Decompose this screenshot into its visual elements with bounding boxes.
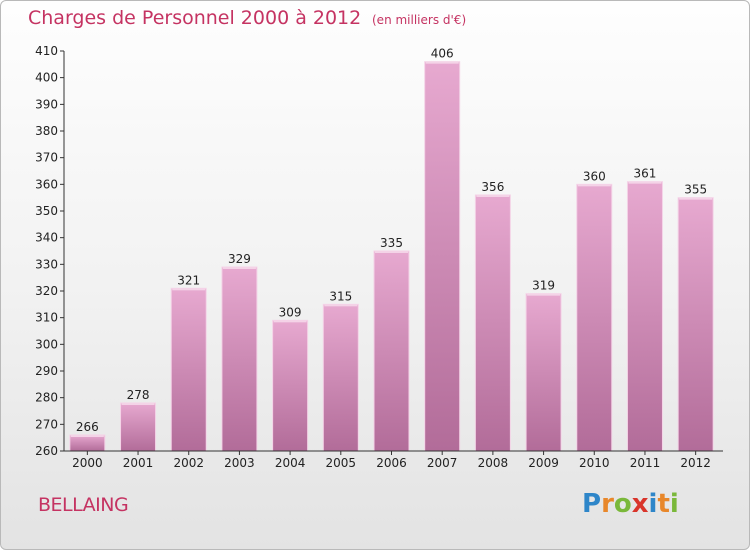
logo-letter: i xyxy=(648,489,658,519)
bar-highlight xyxy=(679,197,713,200)
x-tick-label: 2005 xyxy=(326,456,357,470)
bar-value-label: 361 xyxy=(634,167,657,181)
bar-2008 xyxy=(474,194,511,452)
y-tick-label: 290 xyxy=(35,364,58,378)
bar-2007 xyxy=(424,61,461,452)
y-tick-label: 330 xyxy=(35,257,58,271)
x-tick-label: 2002 xyxy=(173,456,204,470)
bar-value-label: 356 xyxy=(481,180,504,194)
bar-highlight xyxy=(425,61,459,64)
y-tick-label: 340 xyxy=(35,231,58,245)
proxiti-logo: Proxiti xyxy=(582,489,679,519)
y-tick-label: 350 xyxy=(35,204,58,218)
bar-2002 xyxy=(170,287,207,452)
bar-2003 xyxy=(221,266,258,452)
bar-highlight xyxy=(628,181,662,184)
bars: 266 278 321 329 309 315 335 406 356 319 360 361 355 xyxy=(69,47,714,452)
chart-title: Charges de Personnel 2000 à 2012 xyxy=(28,7,362,29)
logo-letter: o xyxy=(613,489,632,519)
y-tick-label: 360 xyxy=(35,177,58,191)
bar-highlight xyxy=(222,267,256,269)
x-tick-label: 2008 xyxy=(478,456,509,470)
logo-letter: i xyxy=(669,489,679,519)
x-tick-label: 2004 xyxy=(275,456,306,470)
x-tick-label: 2011 xyxy=(630,456,661,470)
x-tick-label: 2012 xyxy=(680,456,711,470)
logo-letter: x xyxy=(631,489,649,519)
y-tick-label: 390 xyxy=(35,97,58,111)
bar-highlight xyxy=(70,435,104,437)
bar-highlight xyxy=(324,304,358,307)
bar-value-label: 321 xyxy=(177,273,200,287)
bar-highlight xyxy=(527,293,561,296)
x-tick-label: 2007 xyxy=(427,456,458,470)
bar-2011 xyxy=(626,181,663,452)
y-tick-label: 270 xyxy=(35,417,58,431)
y-tick-label: 400 xyxy=(35,71,58,85)
y-tick-label: 310 xyxy=(35,311,58,325)
y-tick-label: 300 xyxy=(35,337,58,351)
x-tick-label: 2003 xyxy=(224,456,255,470)
y-tick-label: 320 xyxy=(35,284,58,298)
bar-highlight xyxy=(476,195,510,197)
place-name: BELLAING xyxy=(38,494,129,516)
bar-value-label: 355 xyxy=(684,183,707,197)
y-tick-label: 410 xyxy=(35,44,58,58)
bar-value-label: 266 xyxy=(76,420,99,434)
y-axis: 260 270 280 290 300 310 320 330 340 350 360 370 380 3… xyxy=(35,44,65,458)
y-tick-label: 280 xyxy=(35,391,58,405)
bar-2000 xyxy=(69,434,106,452)
bar-value-label: 335 xyxy=(380,236,403,250)
x-tick-label: 2001 xyxy=(123,456,154,470)
x-tick-label: 2000 xyxy=(72,456,103,470)
bar-2005 xyxy=(322,303,359,452)
bar-value-label: 315 xyxy=(329,289,352,303)
bar-highlight xyxy=(577,184,611,187)
bar-2012 xyxy=(677,197,714,452)
bar-value-label: 319 xyxy=(532,279,555,293)
bar-highlight xyxy=(121,403,155,405)
x-tick-label: 2006 xyxy=(376,456,407,470)
logo-letter: r xyxy=(601,489,614,519)
logo-letter: P xyxy=(582,489,602,519)
bar-2009 xyxy=(525,293,562,452)
bar-value-label: 309 xyxy=(279,305,302,319)
bar-highlight xyxy=(273,320,307,323)
bar-2010 xyxy=(576,183,613,452)
bar-2001 xyxy=(120,402,157,452)
y-tick-label: 370 xyxy=(35,151,58,165)
x-tick-label: 2010 xyxy=(579,456,610,470)
bar-highlight xyxy=(172,288,206,291)
bar-2004 xyxy=(272,319,309,452)
bar-value-label: 360 xyxy=(583,169,606,183)
bar-value-label: 329 xyxy=(228,252,251,266)
x-tick-label: 2009 xyxy=(528,456,559,470)
y-tick-label: 260 xyxy=(35,444,58,458)
bar-value-label: 278 xyxy=(127,388,150,402)
bar-2006 xyxy=(373,250,410,452)
bar-highlight xyxy=(375,251,408,253)
chart-subtitle: (en milliers d'€) xyxy=(372,13,467,27)
x-axis: 2000 2001 2002 2003 2004 2005 2006 2007 2008 2009… xyxy=(64,450,723,470)
logo-letter: t xyxy=(657,489,670,519)
bar-value-label: 406 xyxy=(431,47,454,61)
y-tick-label: 380 xyxy=(35,124,58,138)
